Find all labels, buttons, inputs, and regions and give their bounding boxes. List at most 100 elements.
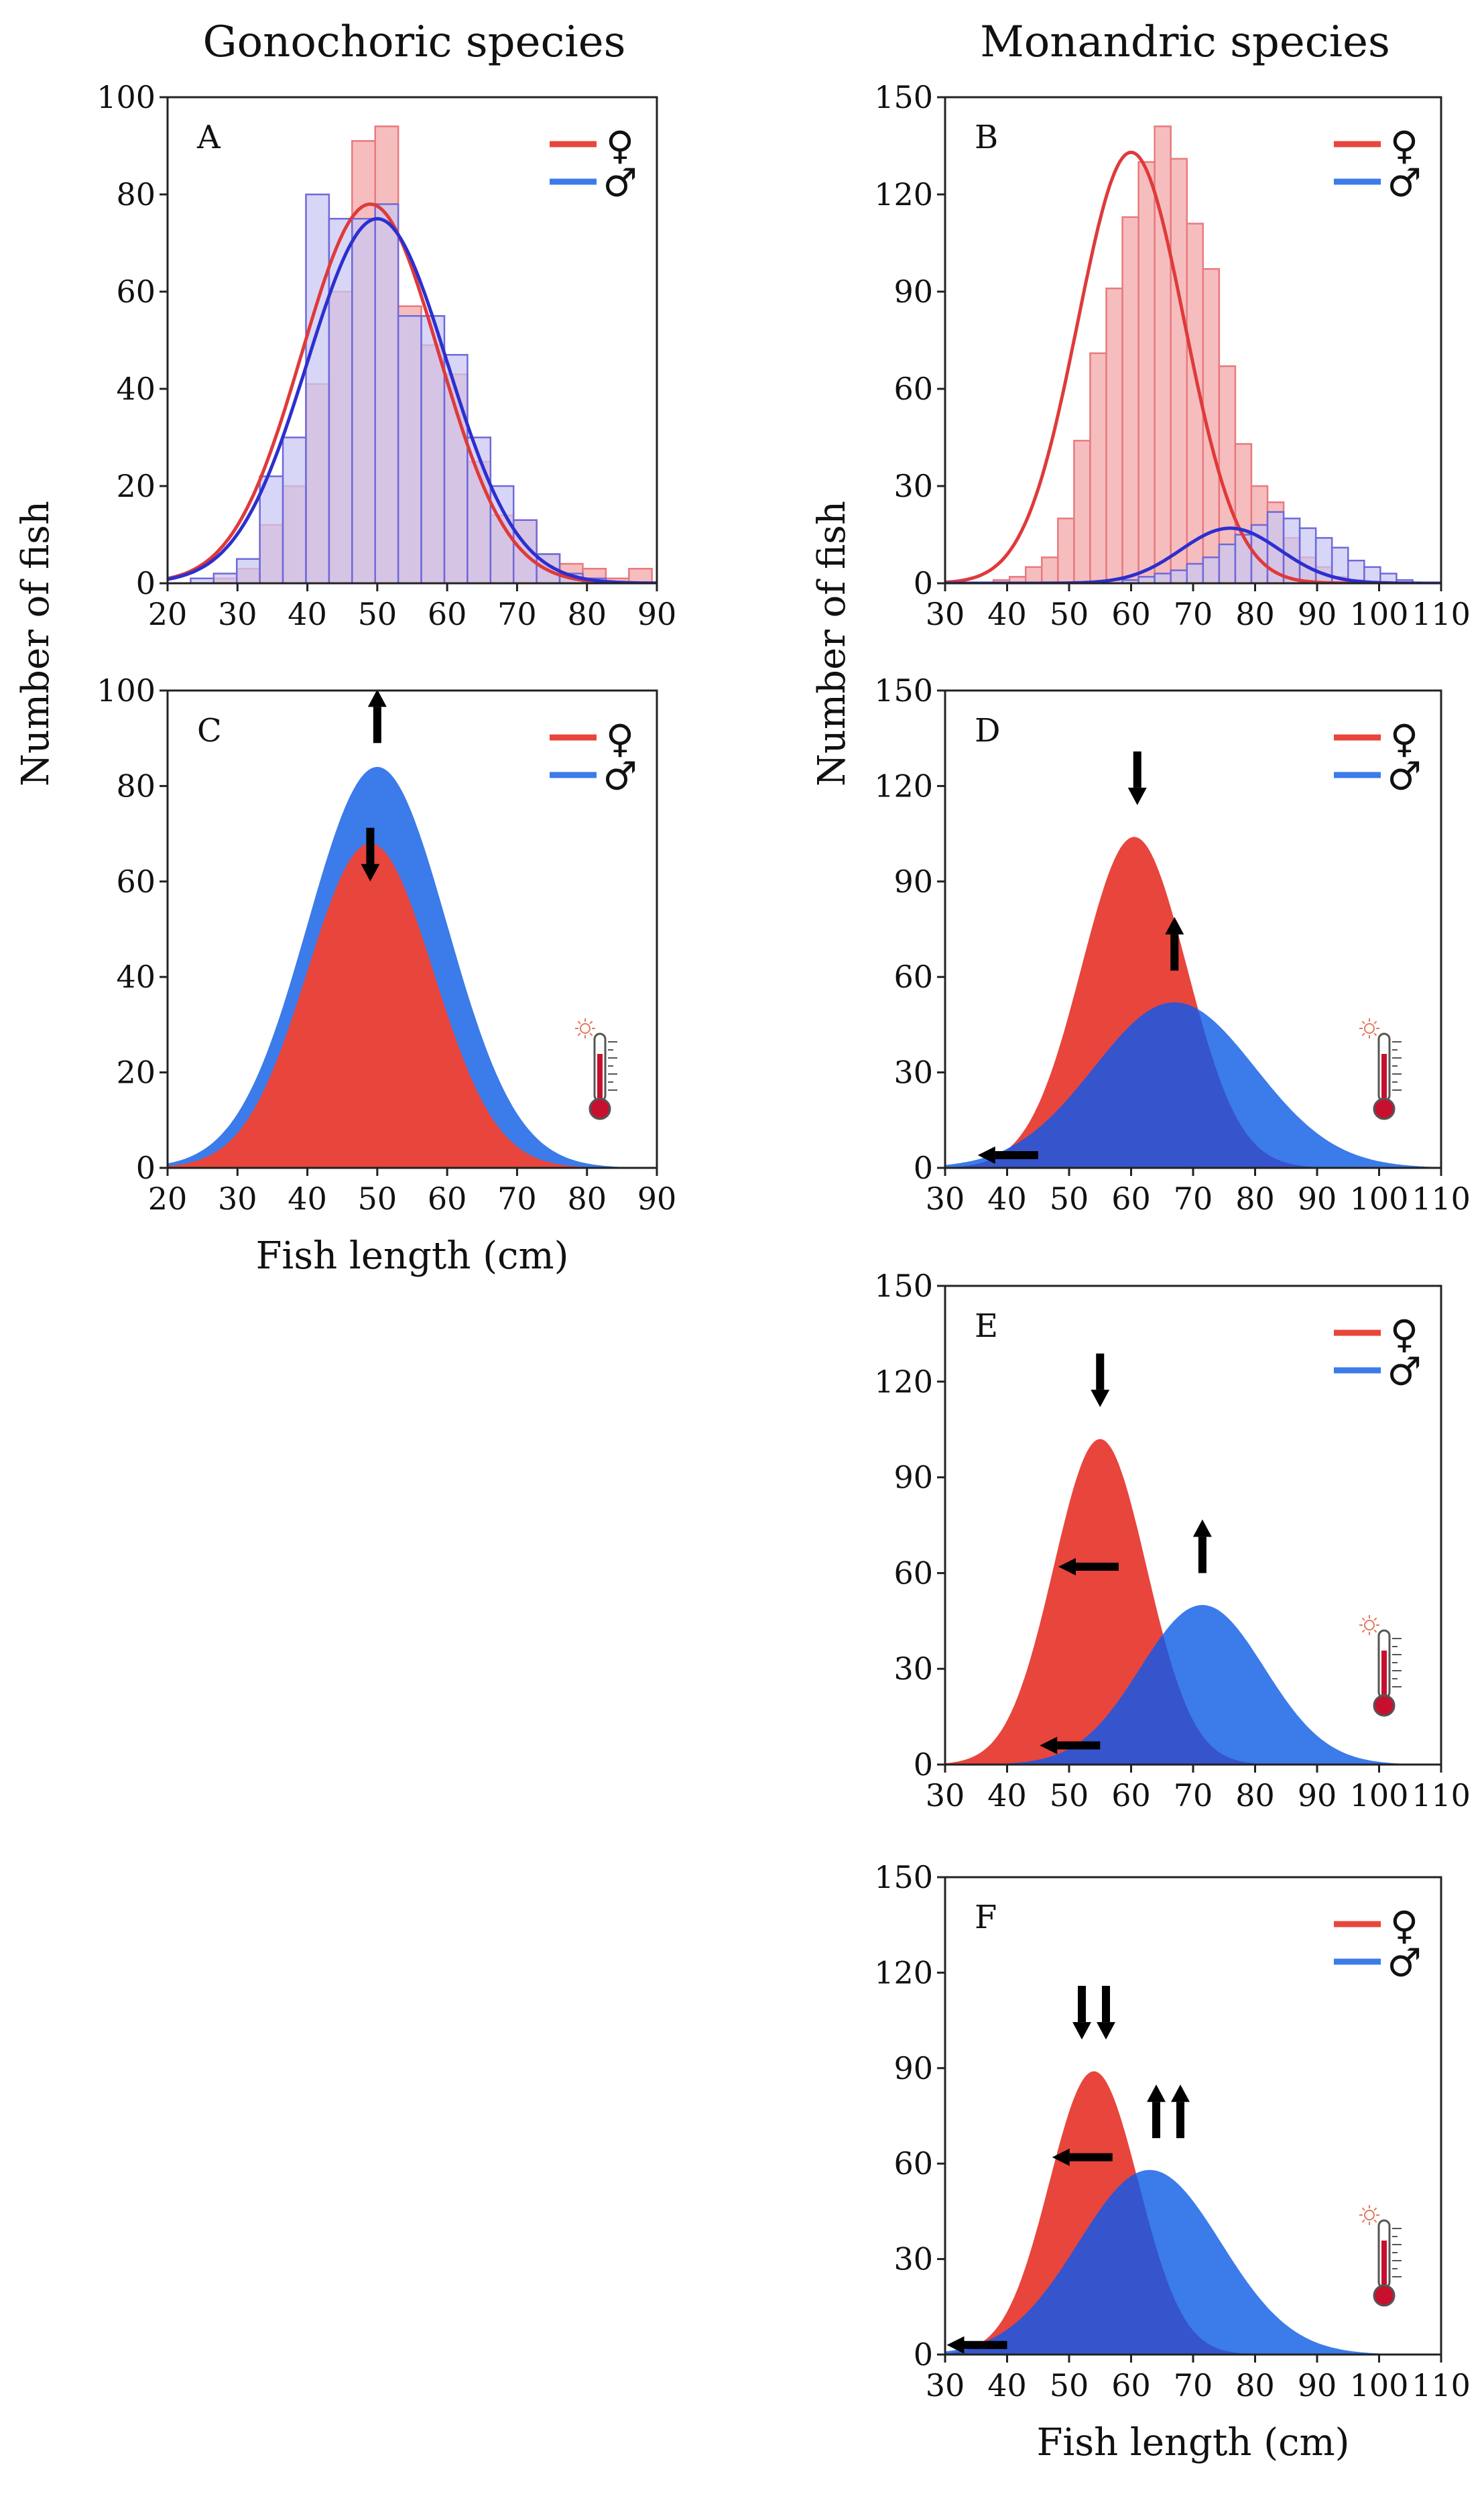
y-tick-label: 150: [874, 1268, 933, 1304]
bar-male-18: [1234, 534, 1253, 583]
y-tick-label: 30: [893, 468, 933, 504]
y-tick-label: 150: [874, 79, 933, 115]
plot-frame: [166, 689, 658, 1169]
legend-label-male: ♂: [1387, 1349, 1422, 1394]
legend-label-male: ♂: [603, 160, 637, 206]
y-tick-label: 80: [116, 176, 156, 213]
y-tick-label: 100: [97, 672, 156, 709]
panel-label: B: [975, 119, 998, 156]
bar-male-7: [328, 218, 353, 583]
plot-frame: [166, 96, 658, 585]
thermometer-icon: [1359, 1018, 1402, 1120]
bar-male-10: [397, 315, 422, 583]
legend-label-male: ♂: [1387, 1940, 1422, 1986]
x-tick-label: 80: [567, 596, 607, 632]
x-tick-label: 50: [1050, 596, 1089, 632]
x-tick-label: 30: [926, 1181, 965, 1217]
arrow-down-0: [1091, 1353, 1110, 1407]
area-overlap: [945, 1002, 1441, 1168]
x-tick-label: 60: [428, 596, 467, 632]
bar-male-2: [212, 573, 238, 583]
bar-female-14: [1170, 158, 1188, 583]
x-tick-label: 60: [428, 1181, 467, 1217]
y-tick-label: 20: [116, 1055, 156, 1091]
y-tick-label: 30: [893, 2241, 933, 2277]
x-tick-label: 110: [1412, 2367, 1471, 2403]
bar-male-14: [1170, 569, 1188, 583]
panel-label: E: [975, 1307, 998, 1345]
thermometer-icon: [1359, 2205, 1402, 2307]
arrow-left-1: [1052, 2148, 1113, 2166]
x-tick-label: 70: [1174, 596, 1213, 632]
bar-male-4: [259, 475, 284, 583]
bar-male-21: [1282, 518, 1301, 583]
y-tick-label: 150: [874, 672, 933, 709]
fit-curve-male: [945, 526, 1441, 583]
x-tick-label: 30: [926, 1777, 965, 1813]
y-tick-label: 0: [914, 1746, 933, 1783]
x-axis-label: Fish length (cm): [256, 1234, 569, 1278]
legend-label-female: ♀: [606, 716, 634, 762]
x-tick-label: 100: [1350, 1777, 1409, 1813]
bar-male-9: [374, 203, 399, 583]
y-tick-label: 60: [893, 959, 933, 995]
x-tick-label: 40: [987, 596, 1027, 632]
area-female: [168, 843, 657, 1168]
fit-curve-female: [168, 202, 657, 583]
plot-area: [945, 125, 1441, 583]
col-title-monandric: Monandric species: [980, 17, 1390, 67]
x-tick-label: 90: [1298, 1777, 1337, 1813]
x-tick-label: 20: [148, 1181, 188, 1217]
bar-female-10: [1105, 287, 1123, 583]
legend: ♀♂: [550, 123, 637, 206]
legend: ♀♂: [1334, 1311, 1422, 1394]
y-tick-label: 40: [116, 959, 156, 995]
x-tick-label: 70: [497, 596, 537, 632]
arrow-up-2: [1147, 2084, 1190, 2139]
y-tick-label: 30: [893, 1651, 933, 1687]
y-tick-label: 0: [136, 1150, 156, 1186]
plot-area: [168, 125, 657, 583]
y-tick-label: 60: [893, 1555, 933, 1591]
x-tick-label: 30: [926, 2367, 965, 2403]
bar-male-16: [1202, 556, 1221, 583]
arrow-down-0: [1127, 751, 1147, 805]
x-tick-label: 50: [1050, 2367, 1089, 2403]
y-tick-label: 60: [893, 371, 933, 407]
legend: ♀♂: [550, 716, 637, 799]
y-tick-label: 90: [893, 1460, 933, 1496]
panel-label: F: [975, 1899, 997, 1936]
plot-area: [168, 766, 657, 1168]
legend-label-male: ♂: [603, 754, 637, 799]
bar-male-15: [1186, 562, 1204, 583]
arrow-left-3: [1040, 1736, 1101, 1754]
x-tick-label: 100: [1350, 596, 1409, 632]
legend-label-female: ♀: [1390, 716, 1418, 762]
bar-male-13: [467, 436, 492, 583]
panel-label: C: [197, 712, 222, 750]
x-tick-label: 40: [987, 1181, 1027, 1217]
plot-area: [945, 837, 1441, 1168]
arrow-down-1: [361, 827, 380, 882]
arrow-down-0: [1072, 1986, 1115, 2040]
bar-female-6: [1041, 556, 1059, 583]
bar-female-20: [628, 568, 653, 583]
y-tick-label: 40: [116, 371, 156, 407]
x-tick-label: 80: [1235, 1181, 1275, 1217]
thermometer-icon: [1359, 1615, 1402, 1717]
x-tick-label: 90: [637, 1181, 677, 1217]
x-tick-label: 100: [1350, 1181, 1409, 1217]
y-tick-label: 0: [914, 565, 933, 601]
bar-male-17: [1218, 543, 1237, 583]
plot-area: [945, 1439, 1441, 1765]
legend-label-female: ♀: [606, 123, 634, 168]
x-tick-label: 60: [1111, 596, 1151, 632]
col-title-gonochoric: Gonochoric species: [203, 17, 626, 67]
panel-label: A: [196, 119, 221, 156]
area-female: [945, 1439, 1441, 1765]
x-tick-label: 60: [1111, 2367, 1151, 2403]
